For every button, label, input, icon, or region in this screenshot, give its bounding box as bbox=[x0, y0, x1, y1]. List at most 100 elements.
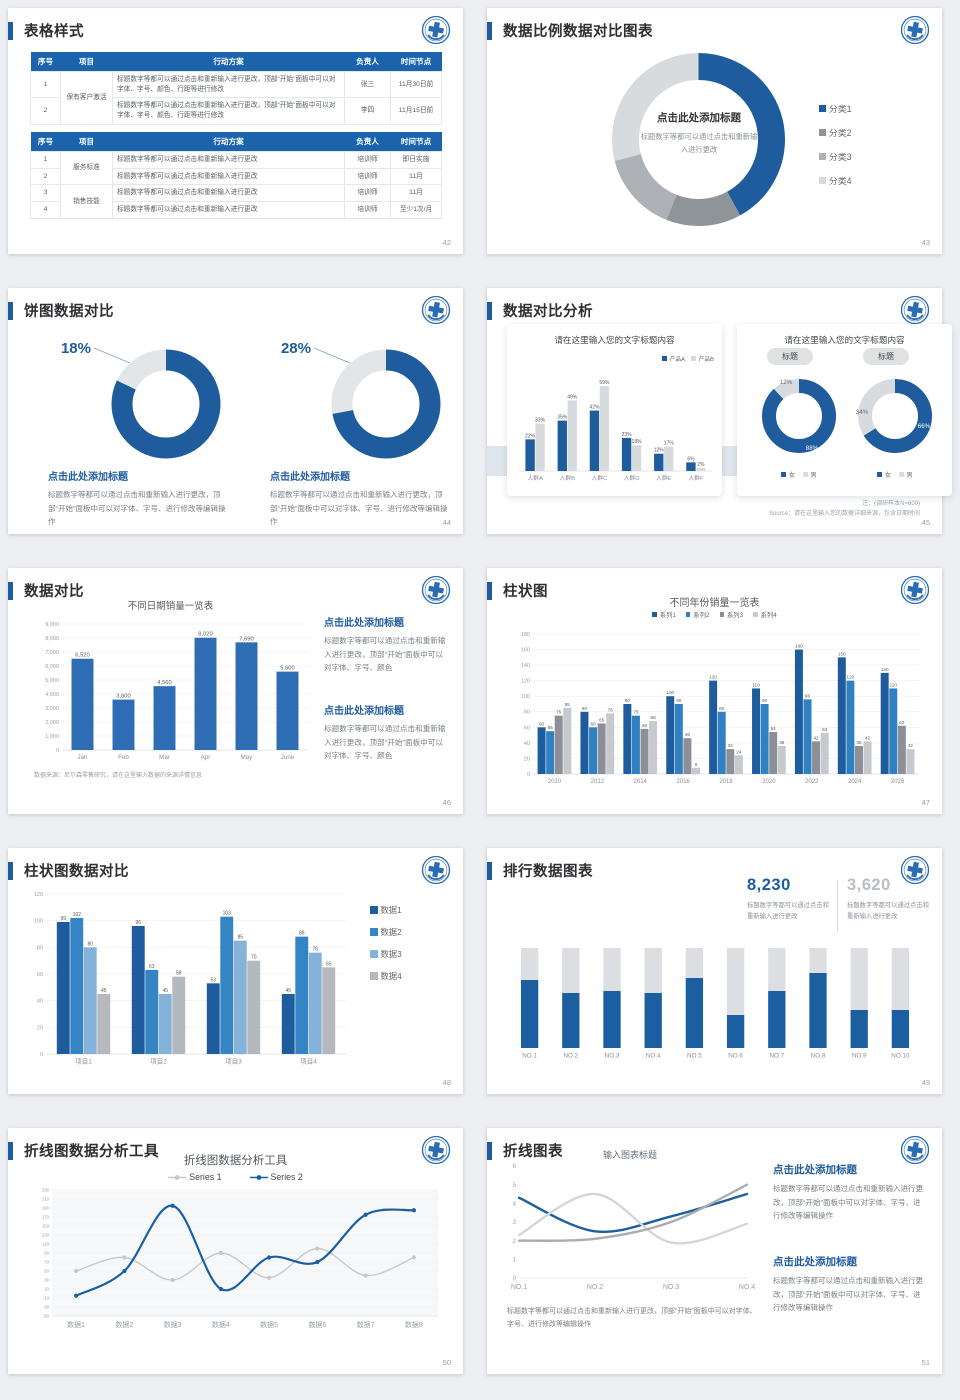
svg-text:150: 150 bbox=[42, 1224, 50, 1229]
svg-text:68: 68 bbox=[651, 715, 657, 720]
svg-text:110: 110 bbox=[42, 1242, 49, 1247]
stat-value: 8,230 bbox=[747, 876, 791, 894]
hospital-logo-icon bbox=[421, 575, 451, 605]
slide-48[interactable]: 柱状图数据对比 0 20 40 60 80 100 120 项目1 99 102 80 45 项目2 96… bbox=[8, 848, 463, 1094]
slide-49[interactable]: 排行数据图表 8,230 标题数字等都可以通过点击和重新输入进行更改 3,620… bbox=[487, 848, 942, 1094]
svg-text:6%: 6% bbox=[687, 456, 695, 462]
svg-text:30: 30 bbox=[44, 1278, 49, 1283]
svg-text:170: 170 bbox=[42, 1215, 50, 1220]
block-heading: 点击此处添加标题 bbox=[324, 706, 404, 717]
svg-text:人群F: 人群F bbox=[688, 474, 704, 482]
svg-text:23%: 23% bbox=[622, 432, 633, 438]
grouped-bar-chart: 人群A 22% 33% 人群B 35% 49% 人群C 42% 59% 人群D 23% 18% 人群E 1… bbox=[515, 366, 714, 484]
slide-title: 排行数据图表 bbox=[503, 864, 593, 880]
svg-text:70: 70 bbox=[251, 955, 257, 961]
svg-text:55: 55 bbox=[548, 725, 554, 730]
divider bbox=[837, 880, 838, 932]
svg-text:36: 36 bbox=[856, 740, 862, 745]
slide-title: 表格样式 bbox=[24, 24, 84, 40]
svg-text:Feb: Feb bbox=[118, 754, 129, 761]
cell-project: 销售技能 bbox=[60, 184, 113, 219]
svg-text:90: 90 bbox=[625, 698, 631, 703]
svg-text:2020: 2020 bbox=[762, 779, 776, 785]
legend-item: 系列1 bbox=[652, 610, 676, 619]
hospital-logo-icon bbox=[900, 295, 930, 325]
svg-text:80: 80 bbox=[87, 941, 93, 947]
svg-text:120: 120 bbox=[34, 892, 43, 898]
page-number: 48 bbox=[442, 1078, 451, 1087]
slide-51[interactable]: 折线图表 输入图表标题 0 1 2 3 4 5 6 NO.1 NO.2 NO.3 NO.4 标题数字… bbox=[487, 1128, 942, 1374]
svg-text:96: 96 bbox=[805, 693, 811, 698]
svg-text:7,000: 7,000 bbox=[45, 650, 59, 656]
svg-text:230: 230 bbox=[42, 1188, 50, 1193]
chart-title: 输入图表标题 bbox=[602, 1150, 657, 1160]
slide-47[interactable]: 柱状图 不同年份销量一览表 系列1 系列2 系列3 系列4 0 20 40 60 80 100 1… bbox=[487, 568, 942, 814]
th-time: 时间节点 bbox=[390, 132, 442, 152]
svg-text:12%: 12% bbox=[780, 379, 793, 386]
table-row: 3 销售技能 标题数字等都可以通过点击和重新输入进行更改 培训师 11月 bbox=[30, 184, 442, 219]
legend-item: 系列3 bbox=[719, 610, 743, 619]
legend-item: 系列2 bbox=[685, 610, 710, 619]
svg-text:62: 62 bbox=[899, 720, 905, 725]
chart-title: 折线图数据分析工具 bbox=[183, 1155, 288, 1167]
slide-45[interactable]: 数据对比分析 请在这里输入您的文字标题内容 产品A 产品B 人群A 22% 33% 人群… bbox=[487, 288, 952, 534]
svg-text:75: 75 bbox=[556, 710, 562, 715]
svg-text:2016: 2016 bbox=[676, 779, 690, 785]
svg-text:80: 80 bbox=[719, 706, 725, 711]
gender-donut-chart: 66% 34% bbox=[849, 370, 941, 462]
svg-text:May: May bbox=[241, 754, 254, 761]
slide-50[interactable]: 折线图数据分析工具 折线图数据分析工具 Series 1 Series 2 -50… bbox=[8, 1128, 463, 1374]
cell-time: 至少1次/月 bbox=[390, 201, 442, 219]
cell-no: 2 bbox=[30, 97, 61, 125]
slide-44[interactable]: 饼图数据对比 18% 28% 点击此处添加标题 标题数字等都可以通过点击和重新输… bbox=[8, 288, 463, 534]
legend: 女男 bbox=[849, 470, 941, 479]
svg-text:NO.8: NO.8 bbox=[811, 1052, 826, 1059]
svg-text:NO.6: NO.6 bbox=[728, 1052, 743, 1059]
block-heading: 点击此处添加标题 bbox=[773, 1256, 857, 1268]
svg-text:2022: 2022 bbox=[805, 779, 819, 785]
hospital-logo-icon bbox=[421, 1135, 451, 1165]
project-bar-chart: 0 20 40 60 80 100 120 项目1 99 102 80 45 项目2 96 63 45 58 项目… bbox=[22, 882, 352, 1070]
th-no: 序号 bbox=[30, 132, 61, 152]
svg-text:NO.2: NO.2 bbox=[563, 1052, 578, 1059]
legend-item: 产品A bbox=[662, 354, 685, 363]
svg-text:Mar: Mar bbox=[159, 754, 170, 761]
slide-43[interactable]: 数据比例数据对比图表 点击此处添加标题 标题数字等都可以通过点击和重新输入进行更… bbox=[487, 8, 942, 254]
legend-item: Series 2 bbox=[249, 1172, 303, 1182]
slide-46[interactable]: 数据对比 不同日期销量一览表 0 1,000 2,000 3,000 4,000 5,00… bbox=[8, 568, 463, 814]
svg-text:53: 53 bbox=[210, 977, 216, 983]
svg-text:190: 190 bbox=[42, 1206, 50, 1211]
svg-text:1: 1 bbox=[513, 1257, 517, 1263]
slide-title-block: 饼图数据对比 bbox=[8, 300, 114, 321]
block-body: 标题数字等都可以通过点击和重新输入进行更改，顶部“开始”面板中可以对字体、字号、… bbox=[324, 724, 446, 761]
title-accent-bar bbox=[8, 301, 13, 320]
legend: 女男 bbox=[753, 470, 845, 479]
page-number: 49 bbox=[921, 1078, 930, 1087]
svg-text:63: 63 bbox=[149, 964, 155, 970]
legend-item: 系列4 bbox=[753, 610, 777, 619]
svg-text:45: 45 bbox=[101, 988, 107, 994]
svg-text:10: 10 bbox=[44, 1287, 49, 1292]
svg-text:75: 75 bbox=[633, 710, 639, 715]
slide-42[interactable]: 表格样式 序号 项目 行动方案 负责人 时间节点 1 保有客户激活 标题数字等都… bbox=[8, 8, 463, 254]
card-title: 请在这里输入您的文字标题内容 bbox=[784, 335, 905, 345]
svg-text:88: 88 bbox=[299, 931, 305, 937]
cell-no: 2 bbox=[30, 167, 61, 186]
hospital-logo-icon bbox=[900, 1135, 930, 1165]
svg-text:数据8: 数据8 bbox=[405, 1320, 423, 1329]
slide-title: 柱状图数据对比 bbox=[24, 864, 129, 880]
svg-text:60: 60 bbox=[590, 721, 596, 726]
svg-text:NO.10: NO.10 bbox=[891, 1052, 910, 1059]
page-number: 51 bbox=[921, 1358, 930, 1367]
svg-text:3,000: 3,000 bbox=[45, 706, 59, 712]
svg-text:NO.3: NO.3 bbox=[605, 1052, 620, 1059]
svg-text:110: 110 bbox=[890, 682, 898, 687]
bar-chart-card: 请在这里输入您的文字标题内容 产品A 产品B 人群A 22% 33% 人群B 35% 49%… bbox=[507, 324, 722, 496]
svg-text:-30: -30 bbox=[43, 1305, 50, 1310]
slide-title: 折线图表 bbox=[503, 1144, 563, 1160]
cell-plan: 标题数字等都可以通过点击和重新输入进行更改，顶部“开始”面板中可以对字体、字号、… bbox=[112, 70, 345, 99]
hospital-logo-icon bbox=[421, 295, 451, 325]
footnote: 注：(调研样本N=600) Source：请在这里输入您的数据详细来源，包含日期… bbox=[769, 500, 920, 519]
svg-text:60: 60 bbox=[524, 725, 530, 731]
